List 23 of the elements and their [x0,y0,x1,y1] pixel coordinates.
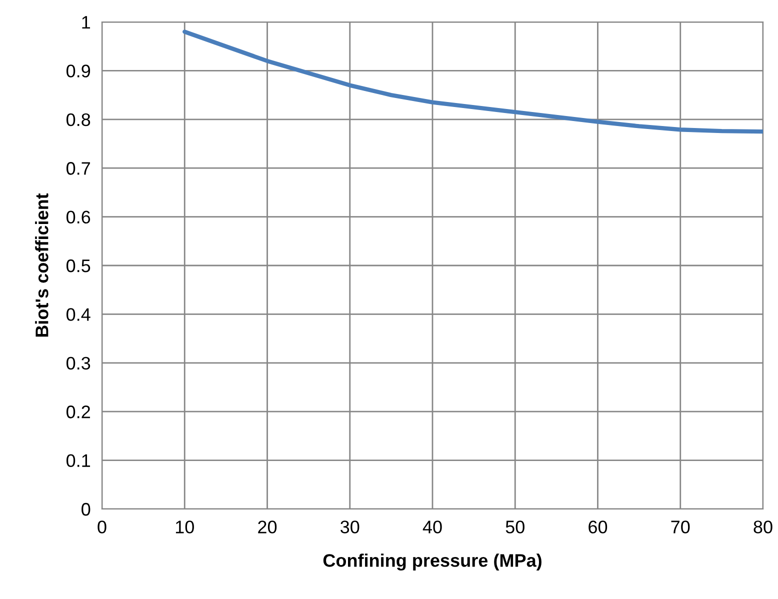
y-tick-label: 0.9 [66,64,90,78]
x-tick-label: 20 [258,520,277,534]
y-tick-label: 0.6 [66,210,90,224]
line-series [182,30,763,134]
y-tick-label: 1 [82,16,90,29]
x-tick-label: 50 [506,520,524,534]
y-tick-label: 0.7 [66,162,90,175]
x-tick-label: 70 [671,520,690,534]
x-tick-label: 80 [754,520,772,534]
x-tick-label: 30 [340,520,360,534]
y-tick-label: 0.8 [66,113,90,126]
y-tick-label: 0.5 [66,259,90,272]
y-tick-label: 0.1 [66,454,90,468]
y-tick-label: 0 [82,502,90,516]
x-axis-title: Confining pressure (MPa) [323,554,542,571]
y-tick-label: 0.3 [66,356,90,370]
x-tick-label: 60 [588,520,608,534]
x-tick-label: 40 [422,520,442,534]
y-tick-label: 0.2 [66,406,90,418]
x-tick-label: 10 [176,520,194,534]
y-tick-label: 0.4 [66,308,90,321]
x-tick-label: 0 [98,520,106,534]
y-axis-title: Biot's coefficient [35,193,48,337]
